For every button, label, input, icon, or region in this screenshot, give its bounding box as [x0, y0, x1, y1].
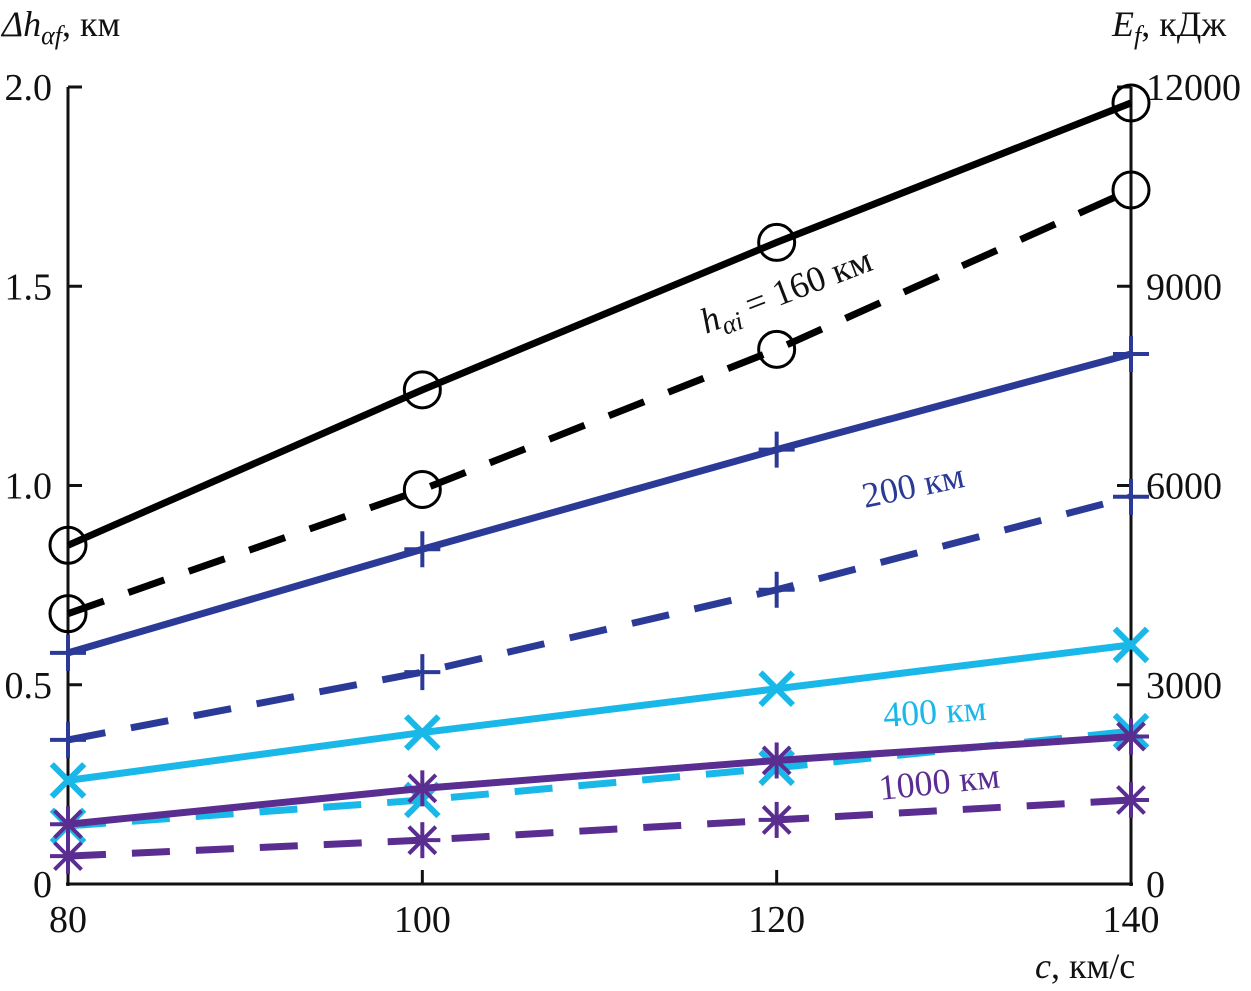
x-tick-label: 140	[1103, 899, 1160, 941]
label-1000: 1000 км	[877, 755, 1002, 807]
data-point-circle	[402, 370, 442, 410]
data-point-asterisk	[1113, 781, 1149, 818]
y-right-title: Ef, кДж	[1111, 4, 1227, 50]
x-tick-label: 120	[748, 899, 805, 941]
data-point-asterisk	[404, 770, 441, 807]
data-point-asterisk	[404, 822, 441, 859]
data-point-plus	[50, 634, 86, 671]
label-400: 400 км	[882, 688, 988, 735]
data-point-plus	[1113, 335, 1149, 372]
data-point-asterisk	[50, 838, 86, 875]
y-right-tick-label: 12000	[1146, 67, 1241, 109]
series-line	[67, 641, 1132, 784]
data-point-circle	[1111, 170, 1151, 210]
data-point-plus	[758, 571, 795, 608]
series	[48, 83, 1151, 875]
data-point-circle	[48, 594, 88, 634]
y-left-tick-label: 2.0	[5, 67, 53, 109]
series-400-solid	[49, 626, 1150, 799]
series-160-solid	[48, 83, 1151, 565]
x-tick-label: 80	[49, 899, 87, 941]
data-point-cross	[404, 714, 441, 751]
y-right-tick-label: 0	[1146, 864, 1165, 906]
series-line	[67, 796, 1132, 860]
series-1000-dashed	[50, 781, 1149, 875]
data-point-asterisk	[1113, 718, 1149, 755]
data-point-asterisk	[758, 801, 795, 838]
series-line	[67, 733, 1132, 828]
series-1000-solid	[50, 718, 1149, 843]
series-line	[66, 99, 1133, 549]
y-right-tick-label: 6000	[1146, 466, 1222, 508]
data-point-plus	[50, 721, 86, 758]
data-point-circle	[402, 469, 442, 509]
data-point-circle	[48, 525, 88, 565]
label-200: 200 км	[858, 455, 967, 516]
data-point-cross	[758, 670, 795, 708]
x-tick-label: 100	[394, 899, 451, 941]
data-point-plus	[404, 531, 441, 568]
series-200-solid	[50, 335, 1149, 671]
y-left-tick-label: 1.5	[5, 266, 53, 308]
data-point-circle	[757, 329, 797, 369]
y-left-tick-label: 1.0	[5, 466, 53, 508]
series-line	[67, 727, 1132, 830]
series-160-dashed	[48, 170, 1151, 634]
series-line	[66, 186, 1133, 617]
data-point-plus	[1113, 478, 1149, 515]
data-point-cross	[1112, 626, 1150, 664]
data-point-asterisk	[50, 806, 86, 843]
y-right-tick-label: 9000	[1146, 266, 1222, 308]
data-point-cross	[49, 762, 87, 799]
series-line	[67, 350, 1132, 657]
y-left-title: Δhαf, км	[0, 4, 120, 50]
ticks: 80 100 120 14000.51.01.52.00300060009000120…	[5, 67, 1242, 941]
series-200-dashed	[50, 478, 1149, 758]
data-point-plus	[758, 431, 795, 468]
data-point-asterisk	[758, 742, 795, 779]
x-axis-title: c, км/с	[1035, 946, 1135, 986]
data-point-circle	[757, 222, 797, 262]
y-right-tick-label: 3000	[1146, 665, 1222, 707]
y-left-tick-label: 0.5	[5, 665, 53, 707]
y-left-tick-label: 0	[33, 864, 52, 906]
data-point-plus	[404, 654, 441, 691]
data-point-circle	[1111, 83, 1151, 123]
series-line	[67, 493, 1132, 744]
